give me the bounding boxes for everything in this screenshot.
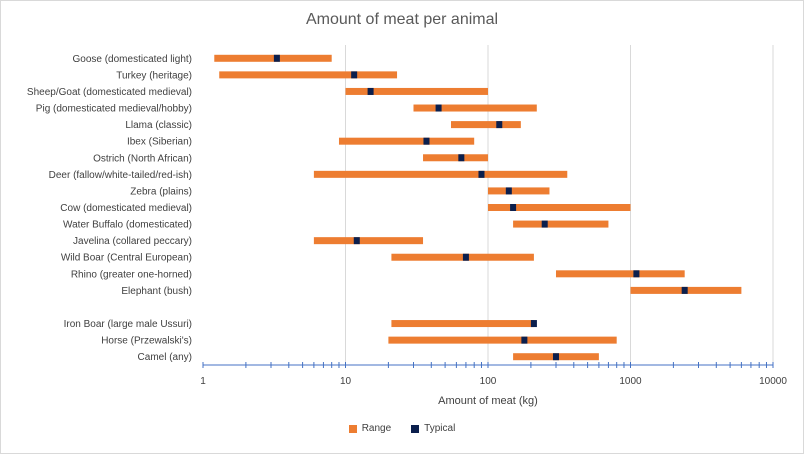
legend-label-range: Range bbox=[361, 423, 392, 434]
x-tick-label: 1 bbox=[200, 376, 206, 387]
legend-label-typical: Typical bbox=[424, 423, 456, 434]
typical-marker bbox=[633, 270, 640, 278]
category-labels: Goose (domesticated light) Turkey (herita… bbox=[27, 54, 192, 363]
category-label: Ostrich (North African) bbox=[93, 153, 192, 164]
range-bar bbox=[219, 71, 398, 79]
range-bar bbox=[413, 104, 537, 112]
typical-marker bbox=[541, 220, 548, 228]
legend: Range Typical bbox=[0, 423, 804, 434]
typical-marker bbox=[510, 204, 517, 211]
typical-marker bbox=[552, 353, 559, 361]
category-label: Wild Boar (Central European) bbox=[61, 253, 192, 264]
category-label: Elephant (bush) bbox=[121, 286, 192, 297]
range-bar bbox=[488, 204, 631, 211]
typical-marker bbox=[496, 121, 503, 129]
category-label: Water Buffalo (domesticated) bbox=[63, 220, 192, 231]
range-bar bbox=[423, 154, 488, 162]
typical-markers bbox=[273, 54, 688, 361]
range-bar bbox=[391, 253, 534, 261]
range-bar bbox=[345, 87, 488, 95]
range-bars bbox=[214, 54, 742, 361]
range-bar bbox=[338, 137, 475, 145]
typical-marker bbox=[423, 137, 430, 145]
legend-item-typical: Typical bbox=[411, 423, 455, 434]
category-label: Ibex (Siberian) bbox=[127, 137, 192, 148]
legend-item-range: Range bbox=[348, 423, 392, 434]
x-tick-label: 100 bbox=[480, 376, 497, 387]
range-bar bbox=[313, 170, 568, 178]
category-label: Deer (fallow/white-tailed/red-ish) bbox=[49, 170, 192, 181]
x-axis-title: Amount of meat (kg) bbox=[438, 395, 538, 407]
range-bar bbox=[488, 187, 550, 195]
range-bar bbox=[313, 237, 424, 245]
range-bar bbox=[214, 54, 332, 62]
typical-marker bbox=[458, 154, 465, 162]
chart-title: Amount of meat per animal bbox=[305, 11, 499, 28]
category-label: Camel (any) bbox=[138, 352, 192, 363]
category-label: Sheep/Goat (domesticated medieval) bbox=[27, 87, 192, 98]
category-label: Zebra (plains) bbox=[130, 186, 192, 197]
range-bar bbox=[555, 270, 685, 278]
range-bar bbox=[451, 121, 521, 129]
range-bar bbox=[388, 336, 617, 344]
typical-marker bbox=[351, 71, 358, 79]
typical-marker bbox=[435, 104, 442, 112]
category-label: Llama (classic) bbox=[125, 120, 192, 131]
x-tick-label: 10000 bbox=[759, 376, 787, 387]
typical-marker bbox=[521, 336, 528, 344]
typical-marker bbox=[478, 170, 485, 178]
typical-marker bbox=[530, 320, 537, 328]
category-label: Rhino (greater one-horned) bbox=[71, 269, 192, 280]
category-label: Cow (domesticated medieval) bbox=[60, 203, 192, 214]
category-label: Pig (domesticated medieval/hobby) bbox=[36, 104, 192, 115]
x-tick-label: 10 bbox=[340, 376, 352, 387]
range-bar bbox=[391, 320, 534, 328]
category-label: Javelina (collared peccary) bbox=[73, 236, 192, 247]
typical-marker bbox=[367, 87, 374, 95]
typical-marker bbox=[273, 54, 280, 62]
typical-marker bbox=[681, 286, 688, 294]
category-label: Turkey (heritage) bbox=[116, 70, 192, 81]
range-bar bbox=[513, 220, 609, 228]
category-label: Goose (domesticated light) bbox=[72, 54, 192, 65]
category-label: Iron Boar (large male Ussuri) bbox=[64, 319, 192, 330]
category-label: Horse (Przewalski's) bbox=[101, 336, 192, 347]
typical-marker bbox=[462, 253, 469, 261]
x-tick-label: 1000 bbox=[619, 376, 642, 387]
typical-marker bbox=[505, 187, 512, 195]
x-axis: 1 10 100 1000 10000 bbox=[200, 362, 787, 387]
typical-marker bbox=[353, 237, 360, 245]
legend-swatch-range bbox=[348, 424, 357, 433]
legend-swatch-typical bbox=[411, 424, 420, 433]
